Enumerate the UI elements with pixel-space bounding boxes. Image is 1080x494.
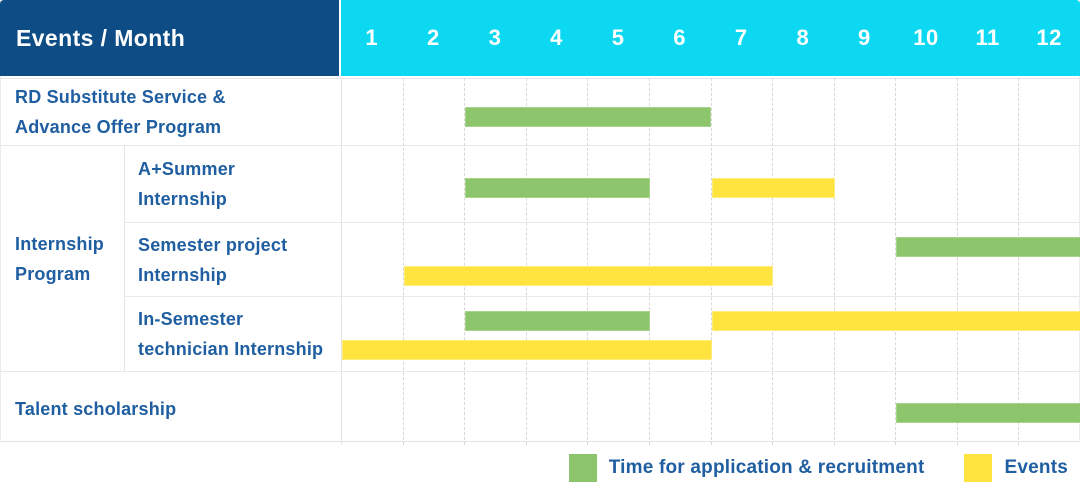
table-row: A+Summer Internship: [125, 146, 1079, 222]
legend-swatch-application: [568, 454, 597, 482]
table-row: Talent scholarship: [1, 371, 1080, 445]
table-row: Semester project Internship: [125, 222, 1080, 296]
month-label-5: 5: [611, 25, 625, 50]
gantt-bar-application: [465, 311, 650, 331]
events-table: Events / Month 1 2 3 4 5 6 7 8 9 10 11 12 RD Substi…: [0, 0, 1080, 445]
row-chart-area: [342, 372, 1080, 445]
gantt-bar-application: [896, 237, 1080, 257]
gantt-bar-event: [342, 340, 712, 360]
row-chart-area: [342, 79, 1079, 145]
month-label-2: 2: [426, 25, 440, 50]
legend: Time for application & recruitment Events: [0, 442, 1080, 494]
table-row: In-Semester technician Internship: [125, 296, 1080, 371]
gantt-bar-application: [896, 403, 1080, 423]
group-label: Internship Program: [1, 146, 125, 371]
legend-item-application: Time for application & recruitment: [568, 454, 925, 482]
row-label: A+Summer Internship: [125, 146, 342, 222]
month-label-3: 3: [488, 25, 502, 50]
month-label-12: 12: [1036, 25, 1062, 50]
month-label-7: 7: [734, 25, 748, 50]
legend-label: Time for application & recruitment: [608, 457, 925, 478]
row-chart-area: [342, 297, 1080, 371]
row-label: Talent scholarship: [1, 372, 342, 445]
table-header-row: Events / Month 1 2 3 4 5 6 7 8 9 10 11 12: [0, 0, 1080, 76]
group-row-internship-program: Internship Program A+Summer Internship Sem…: [1, 145, 1080, 371]
table-row: RD Substitute Service & Advance Offer Pr…: [1, 78, 1079, 145]
legend-item-event: Events: [964, 454, 1068, 482]
month-label-4: 4: [550, 25, 563, 50]
legend-label: Events: [1004, 457, 1068, 478]
month-label-1: 1: [365, 25, 379, 50]
row-chart-area: [342, 223, 1080, 296]
row-chart-area: [342, 146, 1079, 222]
row-label: Semester project Internship: [125, 223, 342, 296]
row-label: RD Substitute Service & Advance Offer Pr…: [1, 79, 342, 145]
events-month-header: Events / Month: [0, 0, 341, 76]
month-label-6: 6: [673, 25, 687, 50]
group-subrows: A+Summer Internship Semester project Inte…: [125, 146, 1080, 371]
row-label: In-Semester technician Internship: [125, 297, 342, 371]
gantt-bar-application: [465, 178, 650, 198]
month-label-8: 8: [796, 25, 810, 50]
month-label-11: 11: [975, 25, 1000, 50]
legend-swatch-event: [964, 454, 993, 482]
gantt-bar-event: [711, 311, 1080, 331]
gantt-bar-application: [465, 107, 712, 127]
month-label-9: 9: [858, 25, 871, 50]
month-label-10: 10: [913, 25, 939, 50]
month-header-strip: 1 2 3 4 5 6 7 8 9 10 11 12: [341, 0, 1080, 76]
gantt-bar-event: [711, 178, 835, 198]
gantt-bar-event: [403, 266, 774, 286]
table-body: RD Substitute Service & Advance Offer Pr…: [1, 76, 1080, 445]
